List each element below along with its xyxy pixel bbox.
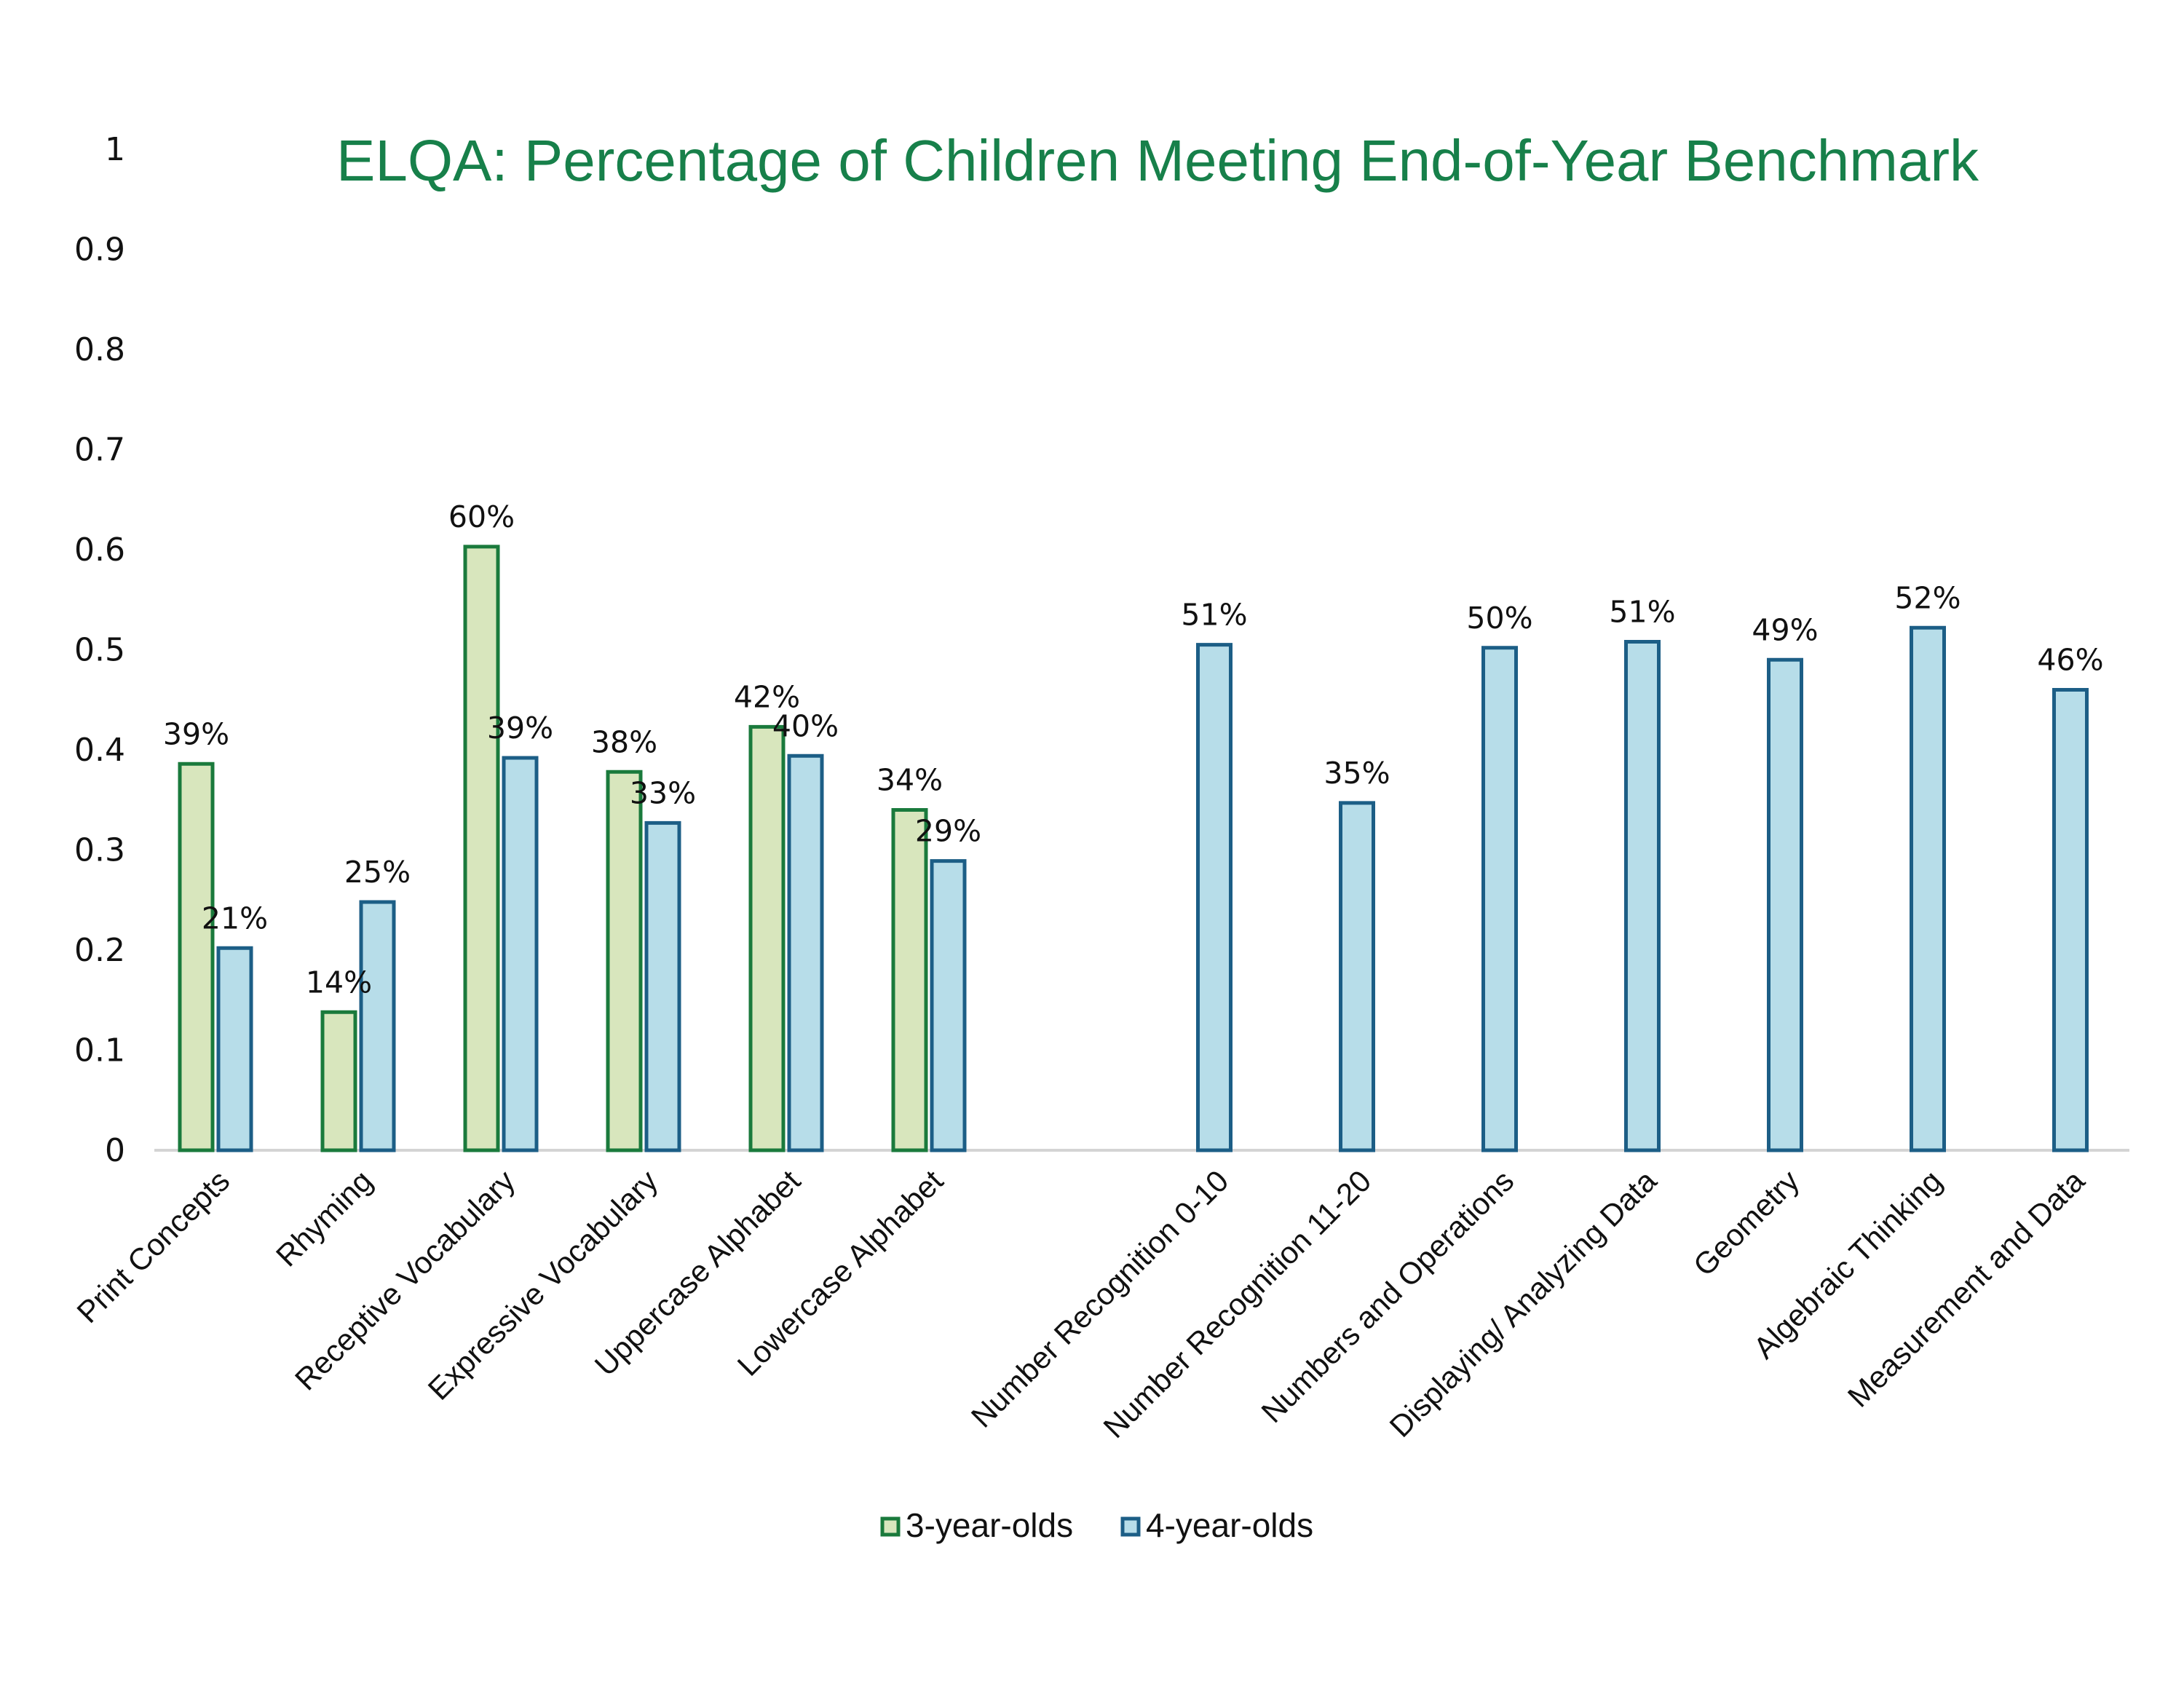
bar-three-year-olds — [320, 1010, 357, 1152]
bars — [178, 545, 2089, 1152]
bar-four-year-olds — [1910, 625, 1946, 1152]
bar-four-year-olds — [787, 753, 824, 1152]
y-tick-label: 0.5 — [74, 632, 125, 669]
bar-four-year-olds — [216, 946, 253, 1152]
bar-three-year-olds — [606, 770, 643, 1152]
legend-label: 3-year-olds — [906, 1506, 1073, 1544]
bar-four-year-olds — [930, 859, 967, 1152]
data-label: 46% — [2037, 643, 2103, 678]
data-label: 42% — [734, 679, 800, 714]
y-tick-label: 0.6 — [74, 531, 125, 569]
data-label: 29% — [915, 814, 981, 849]
chart-title: ELQA: Percentage of Children Meeting End… — [336, 128, 1979, 193]
bar-three-year-olds — [463, 545, 500, 1152]
data-label: 35% — [1324, 756, 1390, 791]
bar-four-year-olds — [502, 756, 539, 1152]
bar-four-year-olds — [1196, 643, 1233, 1152]
y-tick-label: 0.9 — [74, 232, 125, 269]
bar-three-year-olds — [891, 808, 928, 1152]
y-tick-label: 0.2 — [74, 932, 125, 969]
bar-three-year-olds — [178, 762, 215, 1152]
bar-four-year-olds — [1339, 801, 1375, 1152]
data-label: 52% — [1894, 580, 1961, 615]
data-label: 50% — [1466, 601, 1532, 636]
y-tick-label: 0.4 — [74, 732, 125, 769]
legend-swatch — [1120, 1516, 1141, 1537]
data-label: 33% — [630, 775, 696, 810]
y-tick-label: 0.3 — [74, 832, 125, 869]
y-tick-label: 0.7 — [74, 432, 125, 469]
data-label: 39% — [163, 716, 229, 751]
legend: 3-year-olds 4-year-olds — [880, 1506, 1313, 1544]
data-label: 38% — [591, 724, 657, 759]
data-labels: 39% 21% 14% 25% 60% 39% 38% 33% 42%40% 34% 29% 51% 3… — [163, 499, 2104, 1000]
bar-four-year-olds — [1767, 657, 1803, 1152]
data-label: 21% — [202, 901, 268, 936]
legend-label: 4-year-olds — [1146, 1506, 1313, 1544]
y-axis-tick-labels: 0 0.1 0.2 0.3 0.4 0.5 0.6 0.7 0.8 0.9 1 — [74, 131, 125, 1169]
data-label: 60% — [448, 499, 515, 534]
data-label: 49% — [1752, 612, 1818, 647]
data-label: 40% — [772, 708, 839, 743]
data-label: 51% — [1609, 595, 1675, 630]
bar-four-year-olds — [1624, 640, 1661, 1152]
bar-three-year-olds — [748, 724, 786, 1152]
data-label: 51% — [1181, 598, 1247, 633]
y-tick-label: 0 — [105, 1132, 125, 1169]
y-tick-label: 0.1 — [74, 1032, 125, 1069]
legend-swatch — [880, 1516, 901, 1537]
y-tick-label: 0.8 — [74, 331, 125, 368]
data-label: 25% — [344, 855, 411, 890]
y-tick-label: 1 — [105, 131, 125, 168]
data-label: 14% — [306, 965, 372, 1000]
bar-four-year-olds — [1481, 646, 1518, 1152]
bar-four-year-olds — [644, 820, 681, 1152]
data-label: 39% — [487, 711, 553, 745]
bar-four-year-olds — [359, 900, 396, 1152]
bar-four-year-olds — [2052, 688, 2089, 1152]
data-label: 34% — [877, 763, 943, 798]
